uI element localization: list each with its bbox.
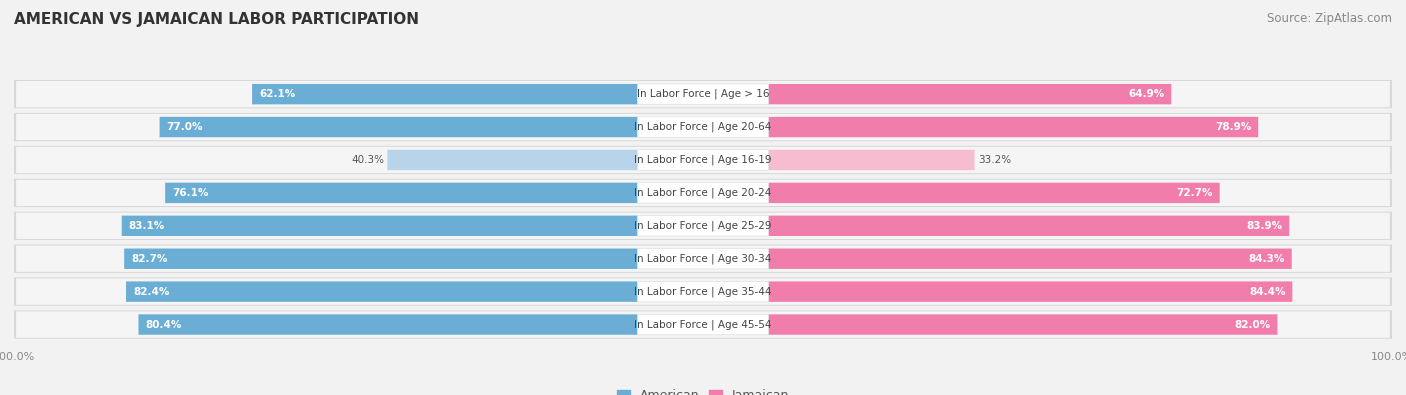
FancyBboxPatch shape <box>769 314 1278 335</box>
FancyBboxPatch shape <box>388 150 637 170</box>
FancyBboxPatch shape <box>637 314 769 335</box>
FancyBboxPatch shape <box>637 216 769 236</box>
FancyBboxPatch shape <box>637 84 769 104</box>
Text: In Labor Force | Age 45-54: In Labor Force | Age 45-54 <box>634 319 772 330</box>
FancyBboxPatch shape <box>15 147 1391 173</box>
Text: In Labor Force | Age 16-19: In Labor Force | Age 16-19 <box>634 155 772 165</box>
Text: 62.1%: 62.1% <box>259 89 295 99</box>
FancyBboxPatch shape <box>14 310 1392 339</box>
FancyBboxPatch shape <box>165 182 637 203</box>
FancyBboxPatch shape <box>160 117 637 137</box>
Text: 77.0%: 77.0% <box>166 122 202 132</box>
FancyBboxPatch shape <box>14 179 1392 207</box>
FancyBboxPatch shape <box>14 146 1392 174</box>
FancyBboxPatch shape <box>14 277 1392 306</box>
Text: In Labor Force | Age 20-64: In Labor Force | Age 20-64 <box>634 122 772 132</box>
Text: 72.7%: 72.7% <box>1177 188 1213 198</box>
FancyBboxPatch shape <box>637 182 769 203</box>
Text: 40.3%: 40.3% <box>352 155 384 165</box>
FancyBboxPatch shape <box>769 84 1171 104</box>
FancyBboxPatch shape <box>637 150 769 170</box>
Text: 80.4%: 80.4% <box>145 320 181 329</box>
FancyBboxPatch shape <box>138 314 637 335</box>
Text: AMERICAN VS JAMAICAN LABOR PARTICIPATION: AMERICAN VS JAMAICAN LABOR PARTICIPATION <box>14 12 419 27</box>
FancyBboxPatch shape <box>637 248 769 269</box>
FancyBboxPatch shape <box>769 248 1292 269</box>
FancyBboxPatch shape <box>15 81 1391 107</box>
FancyBboxPatch shape <box>769 182 1220 203</box>
Text: In Labor Force | Age 35-44: In Labor Force | Age 35-44 <box>634 286 772 297</box>
FancyBboxPatch shape <box>127 281 637 302</box>
FancyBboxPatch shape <box>14 212 1392 240</box>
Text: 64.9%: 64.9% <box>1128 89 1164 99</box>
Text: 82.0%: 82.0% <box>1234 320 1271 329</box>
FancyBboxPatch shape <box>769 117 1258 137</box>
FancyBboxPatch shape <box>15 311 1391 338</box>
Text: 76.1%: 76.1% <box>172 188 208 198</box>
Text: Source: ZipAtlas.com: Source: ZipAtlas.com <box>1267 12 1392 25</box>
FancyBboxPatch shape <box>769 216 1289 236</box>
FancyBboxPatch shape <box>15 180 1391 206</box>
FancyBboxPatch shape <box>122 216 637 236</box>
FancyBboxPatch shape <box>15 213 1391 239</box>
FancyBboxPatch shape <box>769 281 1292 302</box>
FancyBboxPatch shape <box>14 113 1392 141</box>
FancyBboxPatch shape <box>124 248 637 269</box>
Text: In Labor Force | Age 25-29: In Labor Force | Age 25-29 <box>634 220 772 231</box>
FancyBboxPatch shape <box>14 80 1392 108</box>
FancyBboxPatch shape <box>252 84 637 104</box>
FancyBboxPatch shape <box>769 150 974 170</box>
Text: In Labor Force | Age > 16: In Labor Force | Age > 16 <box>637 89 769 100</box>
Text: 78.9%: 78.9% <box>1215 122 1251 132</box>
Text: 33.2%: 33.2% <box>979 155 1011 165</box>
Text: In Labor Force | Age 30-34: In Labor Force | Age 30-34 <box>634 254 772 264</box>
Text: 84.3%: 84.3% <box>1249 254 1285 264</box>
Text: 83.9%: 83.9% <box>1246 221 1282 231</box>
Text: 82.7%: 82.7% <box>131 254 167 264</box>
Text: In Labor Force | Age 20-24: In Labor Force | Age 20-24 <box>634 188 772 198</box>
FancyBboxPatch shape <box>15 278 1391 305</box>
FancyBboxPatch shape <box>637 281 769 302</box>
Text: 84.4%: 84.4% <box>1249 287 1285 297</box>
Text: 82.4%: 82.4% <box>134 287 169 297</box>
Legend: American, Jamaican: American, Jamaican <box>617 389 789 395</box>
FancyBboxPatch shape <box>637 117 769 137</box>
FancyBboxPatch shape <box>15 246 1391 272</box>
Text: 83.1%: 83.1% <box>128 221 165 231</box>
FancyBboxPatch shape <box>15 114 1391 140</box>
FancyBboxPatch shape <box>14 245 1392 273</box>
